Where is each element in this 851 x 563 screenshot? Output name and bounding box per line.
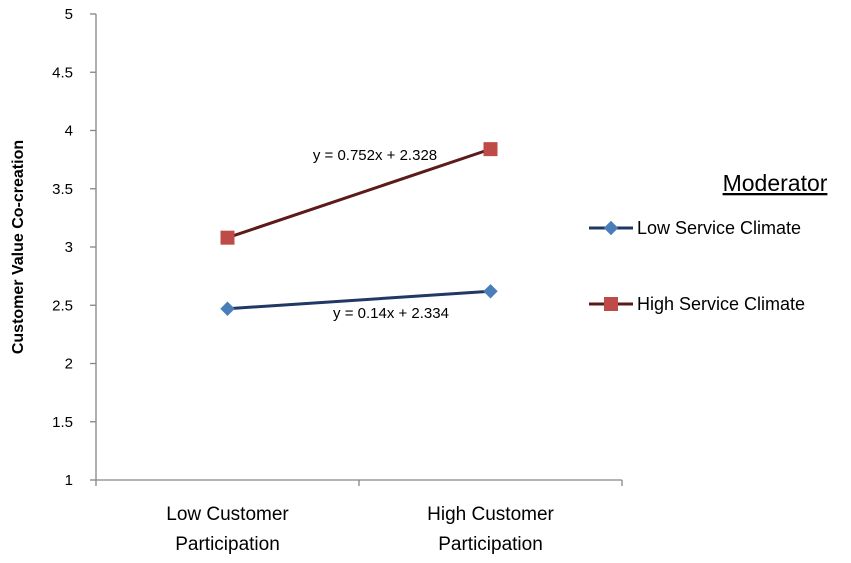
legend-marker <box>603 220 619 236</box>
y-axis-title: Customer Value Co-creation <box>10 140 27 354</box>
y-axis-ticks: 1 1.5 2 2.5 3 3.5 4 4.5 5 <box>52 6 96 489</box>
legend-label: High Service Climate <box>637 294 805 314</box>
series-0 <box>220 284 498 316</box>
series-line <box>227 289 491 311</box>
legend: Moderator Low Service Climate High Servic… <box>589 170 828 314</box>
x-category-label: High Customer Participation <box>427 504 554 555</box>
x-axis-ticks: Low Customer Participation High Customer Pa… <box>95 480 623 555</box>
series-line <box>227 147 491 240</box>
y-tick-label: 5 <box>65 6 73 23</box>
x-category-label-line: Participation <box>438 534 543 555</box>
series-layer <box>220 142 498 316</box>
legend-label: Low Service Climate <box>637 218 801 238</box>
legend-item: High Service Climate <box>589 294 805 314</box>
data-point <box>220 230 235 245</box>
x-category-label-line: Low Customer <box>166 504 289 525</box>
chart-axes: 1 1.5 2 2.5 3 3.5 4 4.5 5 Low Customer Participat… <box>52 6 623 555</box>
y-tick-label: 3 <box>65 239 73 256</box>
x-category-label: Low Customer Participation <box>166 504 289 555</box>
y-tick-label: 3.5 <box>52 181 73 198</box>
legend-marker <box>604 297 618 311</box>
series-1 <box>220 142 498 245</box>
y-tick-label: 2.5 <box>52 297 73 314</box>
trendline-equations: y = 0.14x + 2.334 y = 0.752x + 2.328 <box>313 147 449 322</box>
trendline-equation: y = 0.14x + 2.334 <box>333 305 449 322</box>
x-category-label-line: High Customer <box>427 504 554 525</box>
y-tick-label: 4.5 <box>52 64 73 81</box>
data-point <box>483 142 498 157</box>
data-point <box>483 284 498 299</box>
data-point <box>220 301 235 316</box>
y-tick-label: 1 <box>65 472 73 489</box>
y-tick-label: 2 <box>65 356 73 373</box>
y-tick-label: 4 <box>65 123 73 140</box>
trendline-equation: y = 0.752x + 2.328 <box>313 147 437 164</box>
legend-title: Moderator <box>723 170 828 196</box>
legend-item: Low Service Climate <box>589 218 801 238</box>
x-category-label-line: Participation <box>175 534 280 555</box>
y-tick-label: 1.5 <box>52 414 73 431</box>
